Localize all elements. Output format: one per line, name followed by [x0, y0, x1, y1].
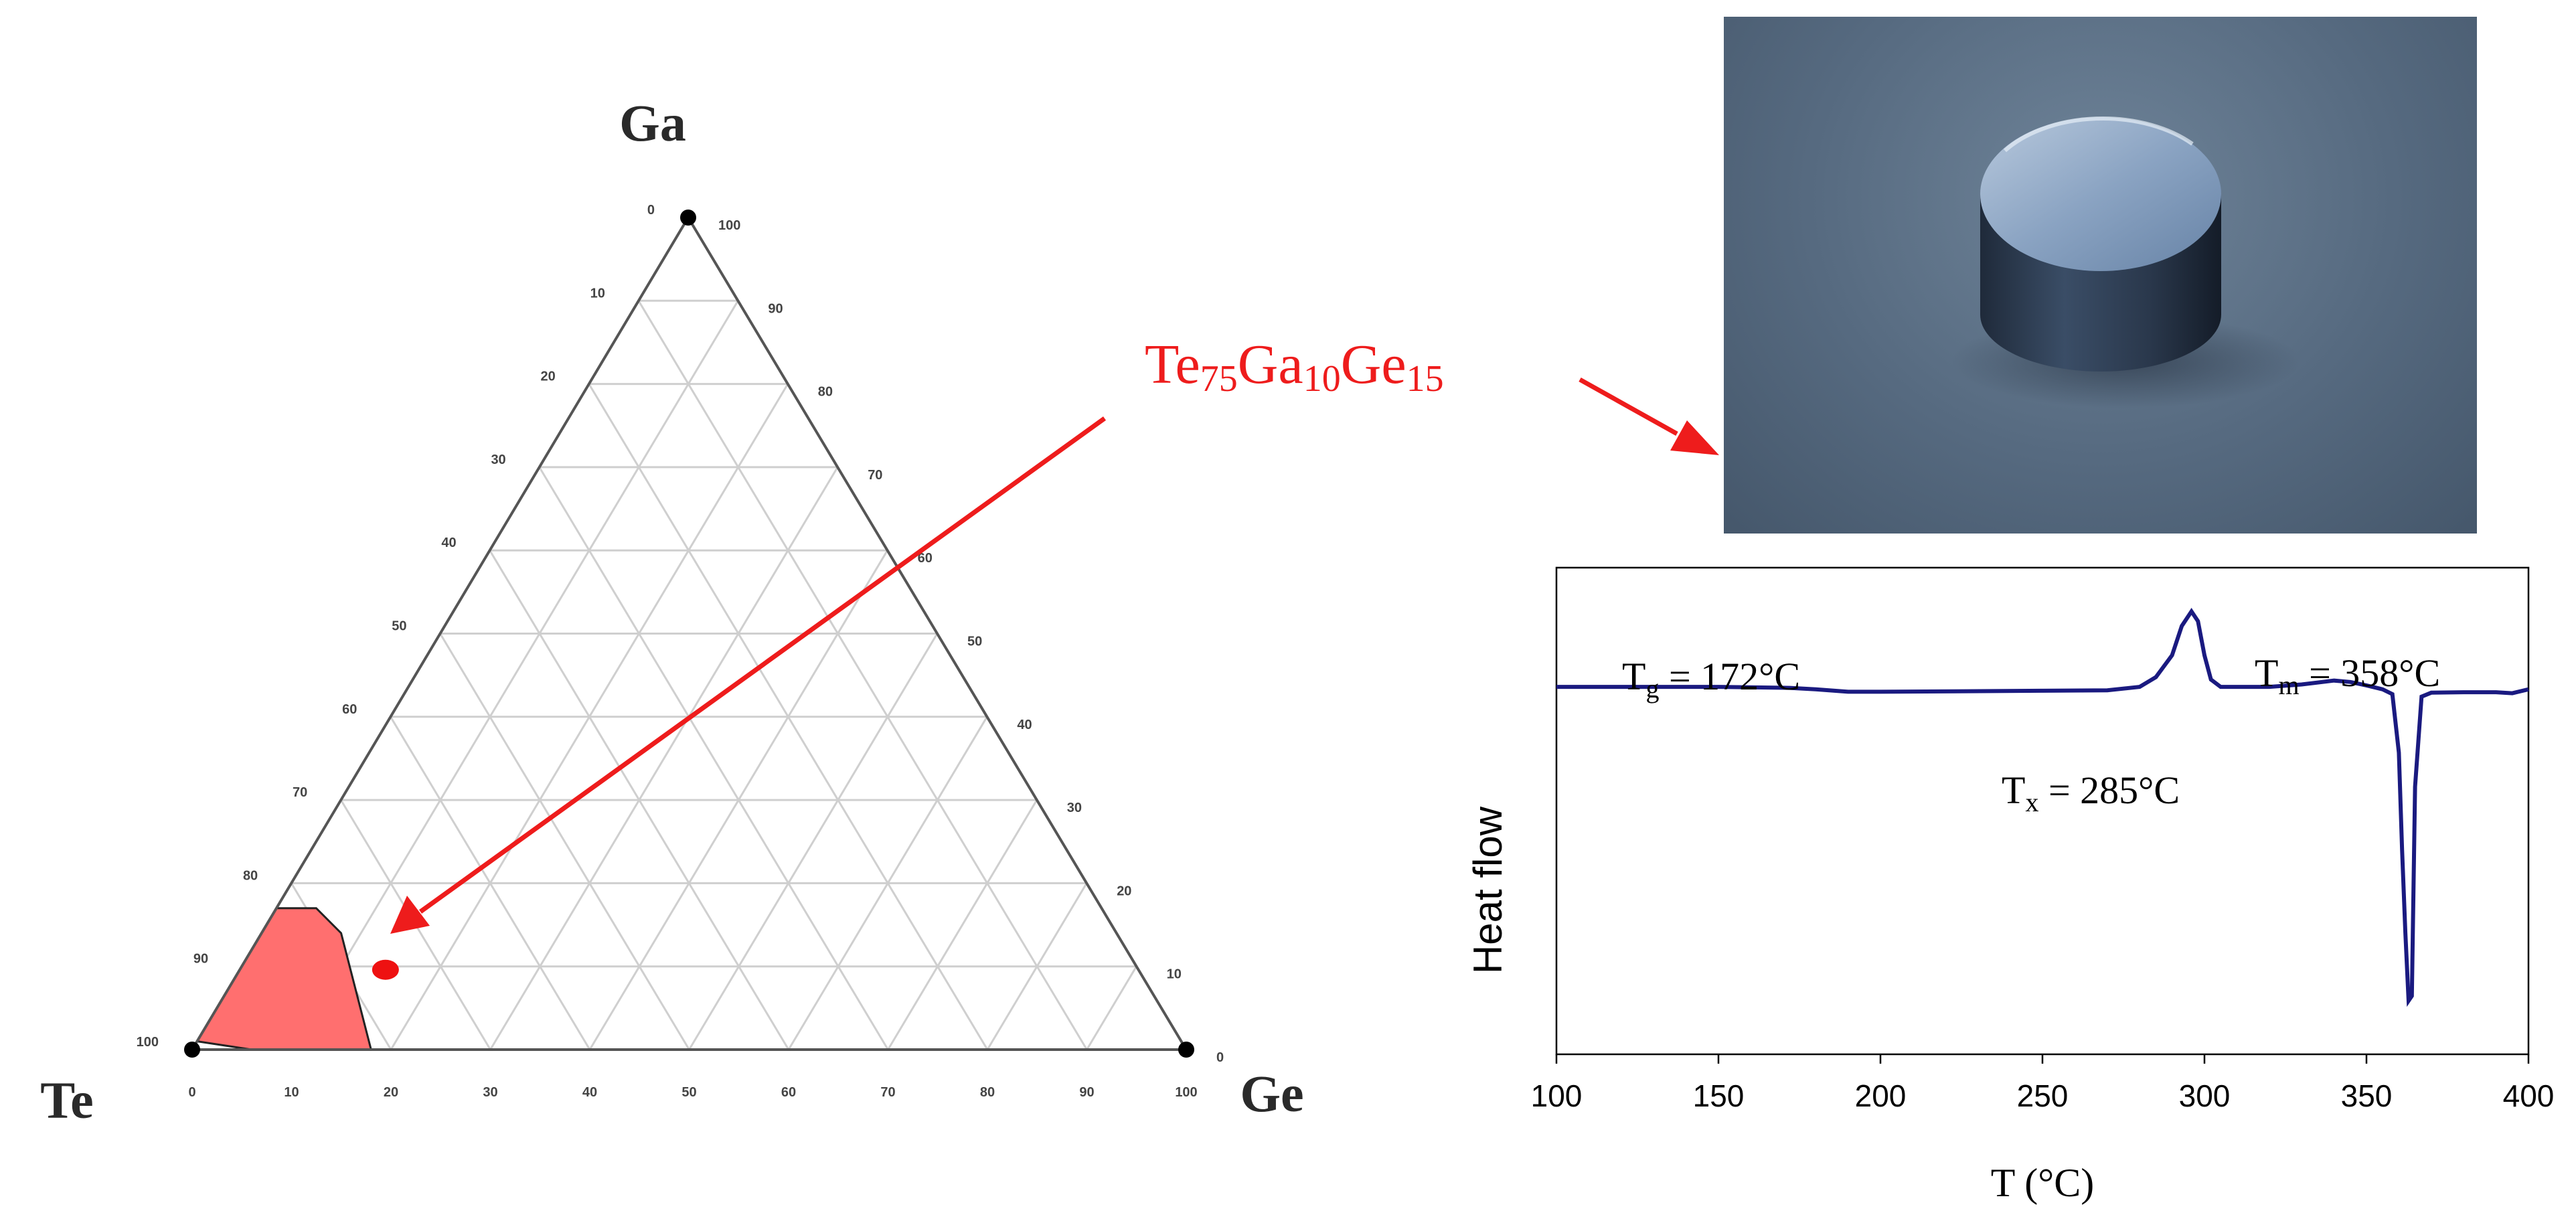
ternary-tick-label: 10 — [284, 1085, 299, 1100]
ternary-tick-label: 50 — [681, 1085, 696, 1100]
ternary-ticks: 0010010109020208030307040406050505060604… — [137, 203, 1224, 1100]
ternary-tick-label: 20 — [541, 370, 556, 384]
y-axis-label: Heat flow — [1465, 806, 1510, 974]
x-tick-label: 200 — [1855, 1078, 1907, 1113]
ternary-grid — [240, 299, 1137, 1050]
ternary-tick-label: 100 — [718, 218, 740, 233]
glass-puck-photo-icon — [1951, 116, 2300, 408]
annotation-tg: Tg = 172°C — [1622, 655, 1800, 704]
ternary-tick-label: 0 — [647, 203, 655, 218]
ternary-grid-line — [439, 633, 690, 1050]
ternary-tick-label: 70 — [868, 468, 882, 483]
ternary-tick-label: 90 — [193, 952, 208, 967]
vertex-dot — [680, 210, 696, 226]
annotation-tx: Tx = 285°C — [2002, 768, 2180, 817]
ternary-tick-label: 50 — [392, 619, 406, 634]
ternary-tick-label: 0 — [188, 1085, 195, 1100]
composition-label: Te75Ga10Ge15 — [1145, 333, 1444, 400]
ternary-tick-label: 40 — [441, 536, 456, 550]
vertex-label-ge: Ge — [1240, 1064, 1303, 1123]
ternary-tick-label: 30 — [483, 1085, 497, 1100]
ternary-tick-label: 80 — [243, 868, 258, 883]
ternary-tick-label: 100 — [1175, 1085, 1197, 1100]
x-axis-label: T (°C) — [1991, 1161, 2095, 1205]
ternary-tick-label: 20 — [1117, 884, 1131, 898]
ternary-grid-line — [688, 633, 939, 1050]
arrow-to-diagram — [390, 416, 1107, 934]
ternary-tick-label: 30 — [1067, 801, 1082, 815]
ternary-tick-label: 90 — [1079, 1085, 1094, 1100]
x-tick-label: 400 — [2503, 1078, 2555, 1113]
ternary-triangle — [189, 215, 1189, 1051]
x-axis-ticks: 100 150 200 250 300 350 400 — [1531, 1054, 2555, 1113]
ternary-tick-label: 90 — [768, 301, 783, 316]
ternary-tick-label: 40 — [582, 1085, 597, 1100]
ternary-grid-line — [887, 799, 1038, 1050]
vertex-label-te: Te — [40, 1071, 94, 1129]
ternary-diagram: 0010010109020208030307040406050505060604… — [40, 94, 1444, 1129]
ternary-grid-line — [291, 300, 739, 1050]
ternary-tick-label: 20 — [384, 1085, 398, 1100]
ternary-tick-label: 0 — [1216, 1050, 1224, 1065]
ternary-tick-label: 60 — [342, 702, 357, 717]
ternary-edges — [184, 210, 1194, 1058]
ternary-tick-label: 70 — [880, 1085, 895, 1100]
ternary-tick-label: 100 — [137, 1035, 159, 1050]
ternary-grid-line — [787, 716, 988, 1050]
ternary-grid-line — [538, 467, 889, 1050]
x-tick-label: 100 — [1531, 1078, 1583, 1113]
ternary-tick-label: 10 — [590, 286, 605, 301]
x-tick-label: 350 — [2341, 1078, 2393, 1113]
ternary-tick-label: 60 — [918, 551, 933, 566]
dsc-curve — [1556, 607, 2529, 1007]
ternary-grid-line — [637, 300, 1088, 1050]
ternary-tick-label: 30 — [491, 453, 505, 467]
ternary-tick-label: 80 — [818, 385, 833, 400]
x-tick-label: 250 — [2017, 1078, 2069, 1113]
x-tick-label: 300 — [2179, 1078, 2231, 1113]
ternary-grid-line — [390, 716, 591, 1050]
ternary-tick-label: 80 — [980, 1085, 995, 1100]
x-tick-label: 150 — [1693, 1078, 1745, 1113]
vertex-dot — [1178, 1042, 1194, 1058]
ternary-grid-line — [986, 882, 1088, 1050]
glass-sample-photo — [1724, 17, 2477, 534]
ternary-tick-label: 10 — [1167, 967, 1182, 982]
ternary-tick-label: 50 — [967, 635, 982, 649]
vertex-label-ga: Ga — [619, 94, 686, 152]
ternary-tick-label: 40 — [1017, 718, 1032, 732]
ternary-tick-label: 70 — [293, 785, 307, 800]
annotation-tm: Tm = 358°C — [2255, 651, 2440, 700]
ternary-tick-label: 60 — [781, 1085, 796, 1100]
vertex-dot — [184, 1042, 200, 1058]
composition-point — [372, 959, 399, 980]
ternary-grid-line — [489, 467, 839, 1050]
ternary-grid-line — [1086, 965, 1137, 1050]
